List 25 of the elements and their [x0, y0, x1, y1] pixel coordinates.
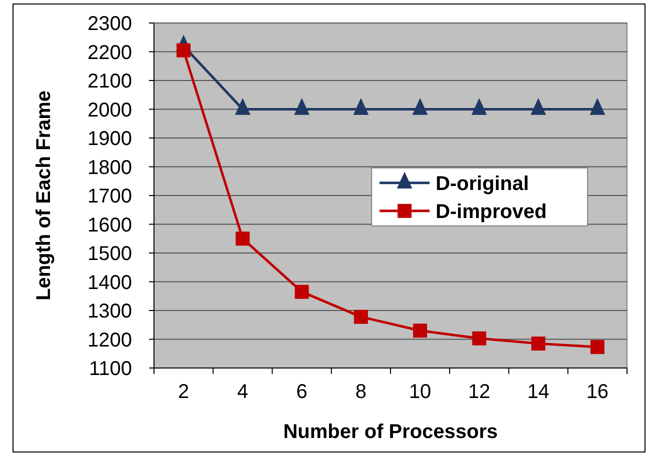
y-tick-label: 2100: [88, 70, 132, 92]
y-tick-label: 2000: [88, 99, 132, 122]
x-tick-label: 16: [586, 381, 609, 403]
y-tick-label: 1500: [88, 243, 132, 265]
y-tick-label: 1700: [88, 186, 132, 208]
y-tick-label: 1900: [88, 128, 132, 150]
x-tick-label: 2: [178, 381, 190, 403]
legend-label: D-original: [436, 172, 529, 195]
y-axis-title: Length of Each Frame: [33, 90, 55, 301]
x-tick-label: 4: [237, 381, 248, 403]
y-tick-label: 1400: [88, 272, 132, 294]
y-tick-label: 2300: [88, 13, 132, 35]
x-tick-label: 12: [468, 381, 490, 403]
legend-label: D-improved: [436, 200, 547, 223]
x-tick-label: 8: [355, 381, 366, 403]
x-tick-label: 6: [296, 381, 308, 403]
y-tick-label: 2200: [88, 42, 132, 64]
y-tick-label: 1300: [88, 300, 132, 322]
y-tick-label: 1100: [88, 358, 132, 380]
x-tick-label: 14: [527, 381, 550, 403]
y-tick-label: 1200: [88, 329, 132, 352]
x-axis-title: Number of Processors: [283, 421, 498, 443]
y-tick-label: 1600: [88, 214, 132, 236]
x-tick-label: 10: [408, 381, 432, 403]
y-tick-label: 1800: [88, 156, 132, 179]
